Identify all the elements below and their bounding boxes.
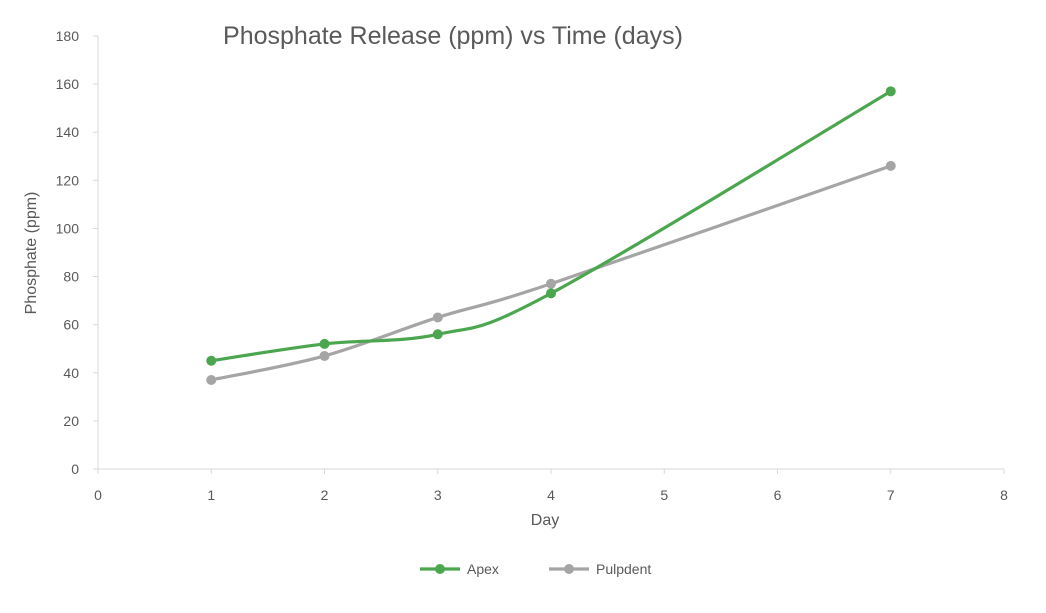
y-tick-label: 140 xyxy=(56,124,80,140)
x-tick-label: 5 xyxy=(660,487,668,503)
data-point-apex xyxy=(885,86,896,97)
x-tick-label: 0 xyxy=(94,487,102,503)
data-point-pulpdent xyxy=(885,160,896,171)
series-line-apex xyxy=(209,89,893,363)
y-tick-label: 120 xyxy=(56,172,80,188)
data-point-pulpdent xyxy=(432,312,443,323)
chart-title: Phosphate Release (ppm) vs Time (days) xyxy=(223,22,683,50)
data-point-pulpdent xyxy=(206,374,217,385)
legend-item-pulpdent: Pulpdent xyxy=(549,561,651,577)
data-point-pulpdent xyxy=(319,350,330,361)
legend-label-apex: Apex xyxy=(467,561,499,577)
series-layer xyxy=(206,86,896,385)
legend: Apex Pulpdent xyxy=(420,561,651,577)
y-tick-label: 60 xyxy=(63,317,79,333)
legend-marker-apex xyxy=(435,564,445,574)
data-point-pulpdent xyxy=(546,278,556,289)
series-line-pulpdent xyxy=(209,164,893,382)
legend-item-apex: Apex xyxy=(420,561,499,577)
y-tick-label: 20 xyxy=(63,413,79,429)
y-tick-label: 80 xyxy=(63,269,79,285)
y-tick-label: 0 xyxy=(71,461,79,477)
x-tick-label: 3 xyxy=(434,487,442,503)
data-point-apex xyxy=(319,338,330,349)
y-tick-label: 40 xyxy=(63,365,79,381)
data-point-apex xyxy=(546,288,556,299)
x-tick-label: 4 xyxy=(547,487,555,503)
y-tick-label: 160 xyxy=(56,76,80,92)
data-point-apex xyxy=(432,329,443,340)
y-tick-label: 180 xyxy=(56,28,80,44)
legend-label-pulpdent: Pulpdent xyxy=(596,561,651,577)
series-apex xyxy=(206,86,896,366)
axes: 0 20 40 60 80 100 120 140 160 180 0 1 2 3 4 5 6 7 8 xyxy=(56,28,1008,503)
data-point-apex xyxy=(206,355,217,366)
x-tick-label: 2 xyxy=(321,487,329,503)
legend-marker-pulpdent xyxy=(564,564,574,574)
x-tick-label: 8 xyxy=(1000,487,1008,503)
y-tick-label: 100 xyxy=(56,220,80,236)
x-tick-label: 7 xyxy=(887,487,895,503)
x-axis-title: Day xyxy=(531,512,559,529)
x-tick-label: 1 xyxy=(207,487,215,503)
y-axis-title: Phosphate (ppm) xyxy=(23,192,40,315)
series-pulpdent xyxy=(206,160,896,385)
x-tick-label: 6 xyxy=(774,487,782,503)
